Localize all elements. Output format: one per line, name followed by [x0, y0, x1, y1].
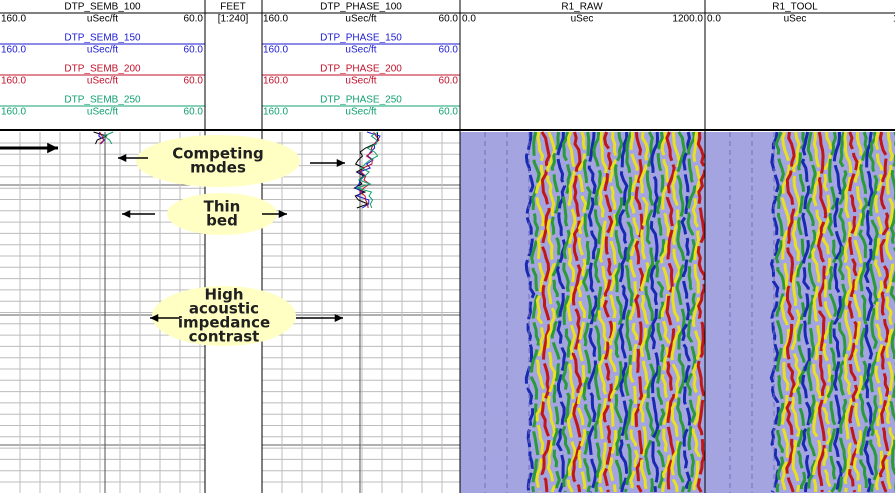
- scale-unit: uSec: [571, 14, 594, 25]
- scale-unit: uSec/ft: [87, 45, 118, 56]
- scale-right: 60.0: [439, 107, 459, 118]
- scale-left: 160.0: [263, 14, 288, 25]
- curve-name: DTP_SEMB_100: [64, 2, 141, 13]
- scale-right: 60.0: [439, 76, 459, 87]
- scale-left: 160.0: [263, 45, 288, 56]
- scale-unit: uSec/ft: [87, 107, 118, 118]
- annotation-text: modes: [190, 159, 246, 177]
- scale-left: 0.0: [462, 14, 476, 25]
- depth-name: FEET: [220, 2, 246, 13]
- wave-name: R1_TOOL: [772, 2, 818, 13]
- scale-right: 60.0: [439, 45, 459, 56]
- curve-name: DTP_PHASE_250: [320, 95, 402, 106]
- scale-left: 160.0: [263, 107, 288, 118]
- scale-unit: uSec/ft: [345, 45, 376, 56]
- scale-unit: uSec/ft: [345, 14, 376, 25]
- depth-scale: [1:240]: [218, 14, 249, 25]
- scale-left: 160.0: [1, 45, 26, 56]
- log-viewer: DTP_SEMB_100 160.0 uSec/ft 60.0 DTP_SEMB_150…: [0, 0, 895, 493]
- scale-unit: uSec/ft: [345, 107, 376, 118]
- curve-name: DTP_SEMB_200: [64, 64, 141, 75]
- scale-right: 60.0: [184, 107, 204, 118]
- scale-unit: uSec/ft: [87, 14, 118, 25]
- curve-name: DTP_PHASE_200: [320, 64, 402, 75]
- curve-name: DTP_PHASE_150: [320, 33, 402, 44]
- scale-unit: uSec/ft: [87, 76, 118, 87]
- scale-unit: uSec/ft: [345, 76, 376, 87]
- scale-right: 60.0: [184, 14, 204, 25]
- scale-right: 60.0: [184, 45, 204, 56]
- wave-name: R1_RAW: [561, 2, 603, 13]
- annotation-text: bed: [206, 212, 238, 230]
- scale-left: 160.0: [1, 107, 26, 118]
- scale-right: 60.0: [439, 14, 459, 25]
- scale-left: 160.0: [1, 14, 26, 25]
- scale-right: 1200.0: [672, 14, 703, 25]
- scale-right: 60.0: [184, 76, 204, 87]
- curve-name: DTP_SEMB_150: [64, 33, 141, 44]
- scale-unit: uSec: [784, 14, 807, 25]
- curve-name: DTP_PHASE_100: [320, 2, 402, 13]
- scale-left: 0.0: [707, 14, 721, 25]
- scale-left: 160.0: [263, 76, 288, 87]
- scale-left: 160.0: [1, 76, 26, 87]
- annotation-text: contrast: [189, 328, 260, 346]
- curve-name: DTP_SEMB_250: [64, 95, 141, 106]
